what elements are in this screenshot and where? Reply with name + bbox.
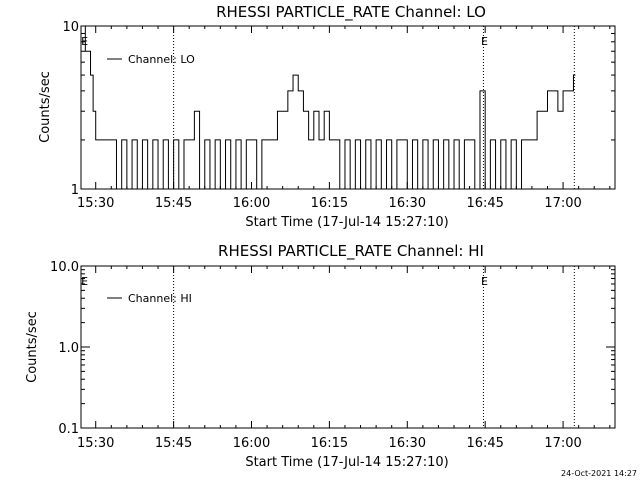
x-tick-label: 16:45 <box>466 196 503 211</box>
x-tick-label: 16:30 <box>389 196 426 211</box>
x-tick-label: 16:00 <box>233 436 270 451</box>
y-tick-label: 1 <box>71 183 79 198</box>
x-tick-label: 16:45 <box>466 436 503 451</box>
chart-panel-lo: RHESSI PARTICLE_RATE Channel: LO Start T… <box>38 3 616 230</box>
footer-timestamp: 24-Oct-2021 14:27 <box>561 469 637 478</box>
event-marker-label: E <box>481 35 488 48</box>
chart-title: RHESSI PARTICLE_RATE Channel: HI <box>218 242 484 261</box>
legend-label: Channel: HI <box>128 292 192 305</box>
legend-label: Channel: LO <box>128 53 195 66</box>
y-tick-label: 0.1 <box>58 422 79 437</box>
x-tick-label: 15:30 <box>77 436 114 451</box>
x-tick-label: 17:00 <box>544 436 581 451</box>
y-tick-label: 1.0 <box>58 341 79 356</box>
event-marker-label: E <box>481 275 488 288</box>
y-axis-label: Counts/sec <box>25 311 40 383</box>
series-line <box>81 25 576 190</box>
y-axis-label: Counts/sec <box>38 71 53 143</box>
x-axis-label: Start Time (17-Jul-14 15:27:10) <box>245 215 448 230</box>
x-tick-label: 16:15 <box>311 436 348 451</box>
x-tick-label: 15:45 <box>155 196 192 211</box>
event-marker-label: E <box>81 275 88 288</box>
x-tick-label: 16:30 <box>389 436 426 451</box>
x-tick-label: 15:45 <box>155 436 192 451</box>
chart-panel-hi: RHESSI PARTICLE_RATE Channel: HI Start T… <box>25 242 616 470</box>
x-axis-label: Start Time (17-Jul-14 15:27:10) <box>245 455 448 470</box>
x-tick-label: 15:30 <box>77 196 114 211</box>
y-tick-label: 10.0 <box>50 260 79 275</box>
chart-title: RHESSI PARTICLE_RATE Channel: LO <box>216 3 486 22</box>
plot-frame <box>80 265 616 429</box>
x-tick-label: 16:15 <box>311 196 348 211</box>
x-tick-label: 17:00 <box>544 196 581 211</box>
plot-frame <box>80 25 616 190</box>
y-tick-label: 10 <box>62 20 79 35</box>
x-tick-label: 16:00 <box>233 196 270 211</box>
